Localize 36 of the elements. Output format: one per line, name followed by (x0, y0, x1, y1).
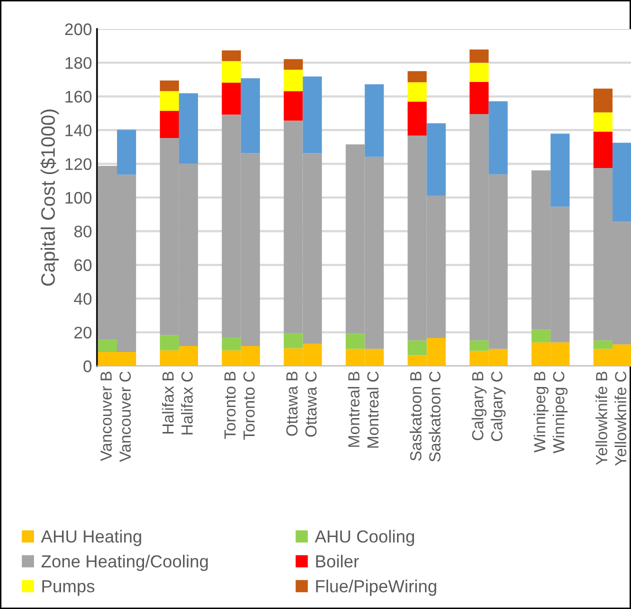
x-tick-label: Calgary C (490, 371, 506, 442)
x-tick-label: Winnipeg B (534, 372, 548, 452)
x-tick-label: Vancouver B (100, 372, 112, 462)
y-tick-label: 160 (66, 90, 92, 103)
x-tick-label: Calgary B (472, 372, 487, 440)
legend-label: Flue/PipeWiring (316, 580, 436, 596)
y-axis-title: Capital Cost ($1000) (40, 110, 59, 286)
legend-label: Boiler (316, 554, 359, 568)
x-tick-label: Ottawa B (286, 372, 298, 436)
x-tick-label: Vancouver C (120, 371, 131, 462)
x-tick-label: Toronto C (243, 371, 255, 440)
x-tick-label: Yellowknife B (596, 372, 608, 465)
x-tick-label: Ottawa C (305, 371, 317, 437)
y-tick-label: 120 (66, 158, 92, 170)
y-tick-label: 60 (74, 259, 92, 272)
legend-label: Pumps (42, 580, 94, 596)
legend-label: AHU Cooling (314, 530, 414, 546)
x-tick-label: Halifax B (162, 372, 174, 434)
y-tick-label: 100 (66, 192, 92, 204)
y-tick-label: 140 (66, 124, 92, 136)
x-tick-label: Winnipeg C (552, 371, 568, 454)
y-tick-label: 0 (84, 360, 92, 372)
x-tick-label: Toronto B (224, 372, 236, 439)
y-tick-label: 80 (74, 226, 92, 238)
x-tick-label: Saskatoon B (410, 372, 422, 461)
legend-label: AHU Heating (40, 530, 142, 546)
y-tick-label: 180 (66, 57, 92, 69)
x-tick-label: Montreal B (348, 372, 360, 447)
x-tick-label: Montreal C (366, 371, 379, 448)
legend-label: Zone Heating/Cooling (41, 554, 208, 571)
x-tick-label: Halifax C (181, 371, 193, 434)
y-tick-label: 20 (74, 326, 92, 339)
y-tick-label: 200 (65, 23, 92, 36)
x-tick-label: Yellowknife C (614, 371, 626, 466)
x-tick-label: Saskatoon C (428, 371, 441, 462)
y-tick-label: 40 (74, 293, 92, 305)
